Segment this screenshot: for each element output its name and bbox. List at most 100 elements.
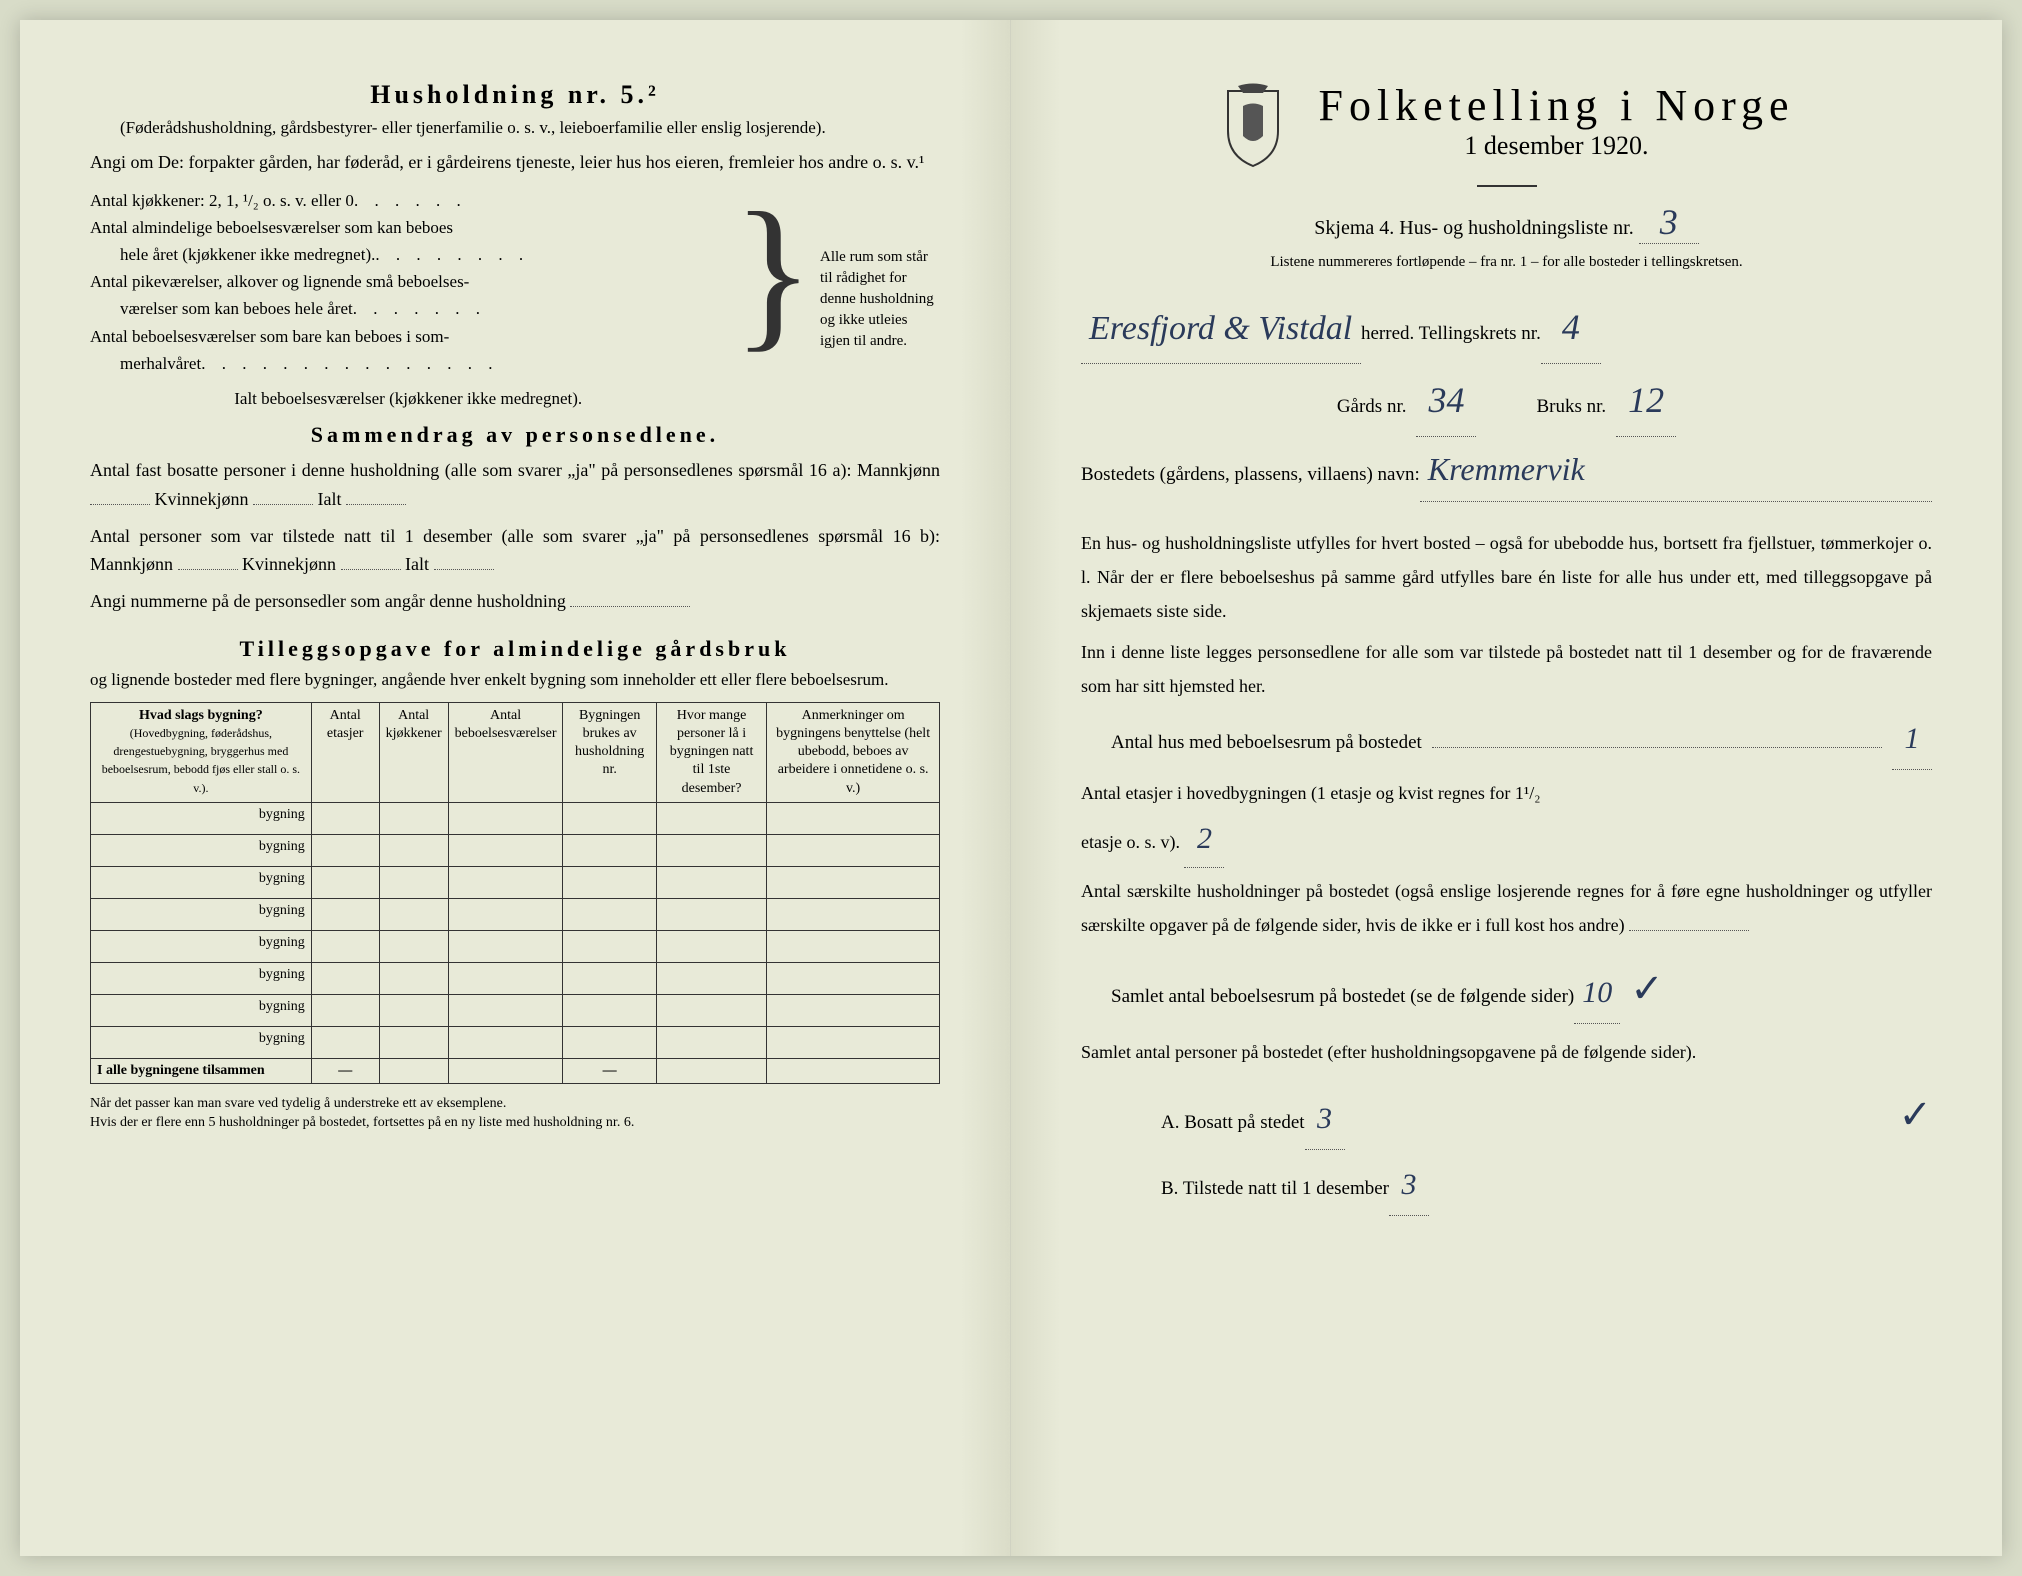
th6: Hvor mange personer lå i bygningen natt … bbox=[656, 702, 766, 802]
th2: Antal etasjer bbox=[311, 702, 379, 802]
q2-value: 2 bbox=[1184, 810, 1224, 868]
row-bygning: bygning bbox=[91, 962, 312, 994]
brace-l1: Antal kjøkkener: 2, 1, ¹/₂ o. s. v. elle… bbox=[90, 187, 354, 214]
sammen-p2: Antal personer som var tilstede natt til… bbox=[90, 526, 940, 575]
main-title: Folketelling i Norge bbox=[1318, 80, 1794, 131]
coat-of-arms-icon bbox=[1218, 81, 1288, 171]
left-footnote: Når det passer kan man svare ved tydelig… bbox=[90, 1094, 940, 1133]
dash: — bbox=[311, 1058, 379, 1083]
row-bygning: bygning bbox=[91, 1026, 312, 1058]
table-row: bygning bbox=[91, 1026, 940, 1058]
gards-line: Gårds nr. 34 Bruks nr. 12 bbox=[1081, 364, 1932, 437]
q2a: Antal etasjer i hovedbygningen (1 etasje… bbox=[1081, 783, 1541, 803]
brace-l2b: hele året (kjøkkener ikke medregnet). bbox=[120, 241, 375, 268]
hh5-subtitle: (Føderådshusholdning, gårdsbestyrer- ell… bbox=[120, 116, 940, 140]
listene-note: Listene nummereres fortløpende – fra nr.… bbox=[1081, 254, 1932, 271]
kvinne1: Kvinnekjønn bbox=[155, 489, 249, 509]
q2b: etasje o. s. v). bbox=[1081, 832, 1180, 852]
qB-value: 3 bbox=[1389, 1155, 1429, 1216]
qA-value: 3 bbox=[1305, 1089, 1345, 1150]
table-row: bygning bbox=[91, 802, 940, 834]
brace-l4b: merhalvåret bbox=[120, 350, 201, 377]
skjema-label: Skjema 4. Hus- og husholdningsliste nr. bbox=[1314, 217, 1633, 239]
dash: — bbox=[563, 1058, 656, 1083]
herred-label: herred. Tellingskrets nr. bbox=[1361, 315, 1541, 353]
liste-nr-value: 3 bbox=[1639, 201, 1699, 244]
row-bygning: bygning bbox=[91, 834, 312, 866]
row-bygning: bygning bbox=[91, 930, 312, 962]
bosted-value: Kremmervik bbox=[1420, 437, 1932, 502]
row-bygning: bygning bbox=[91, 994, 312, 1026]
table-header-row: Hvad slags bygning? (Hovedbygning, føder… bbox=[91, 702, 940, 802]
sammen-block: Antal fast bosatte personer i denne hush… bbox=[90, 456, 940, 514]
table-row: bygning bbox=[91, 994, 940, 1026]
brace-l5: Ialt beboelsesværelser (kjøkkener ikke m… bbox=[234, 385, 582, 412]
brace-l4a: Antal beboelsesværelser som bare kan beb… bbox=[90, 323, 449, 350]
brace-l2a: Antal almindelige beboelsesværelser som … bbox=[90, 214, 453, 241]
q1-label: Antal hus med beboelsesrum på bostedet bbox=[1111, 724, 1422, 762]
sammen-p1: Antal fast bosatte personer i denne hush… bbox=[90, 460, 940, 480]
q4-line: Samlet antal beboelsesrum på bostedet (s… bbox=[1111, 949, 1932, 1029]
th4: Antal beboelsesværelser bbox=[448, 702, 563, 802]
skjema-line: Skjema 4. Hus- og husholdningsliste nr. … bbox=[1081, 201, 1932, 244]
bosted-label: Bostedets (gårdens, plassens, villaens) … bbox=[1081, 456, 1420, 494]
ialt1: Ialt bbox=[318, 489, 342, 509]
table-row: bygning bbox=[91, 834, 940, 866]
right-p2: Inn i denne liste legges personsedlene f… bbox=[1081, 635, 1932, 703]
th5: Bygningen brukes av husholdning nr. bbox=[563, 702, 656, 802]
q2-block: Antal etasjer i hovedbygningen (1 etasje… bbox=[1081, 776, 1932, 868]
sammen-p3-line: Angi nummerne på de personsedler som ang… bbox=[90, 587, 940, 616]
title-block: Folketelling i Norge 1 desember 1920. bbox=[1081, 80, 1932, 171]
qA-label: A. Bosatt på stedet bbox=[1161, 1104, 1305, 1142]
bosted-line: Bostedets (gårdens, plassens, villaens) … bbox=[1081, 437, 1932, 502]
q3-text: Antal særskilte husholdninger på bostede… bbox=[1081, 881, 1932, 935]
bruks-nr-value: 12 bbox=[1616, 364, 1676, 437]
qB-line: B. Tilstede natt til 1 desember 3 bbox=[1161, 1155, 1932, 1216]
hh5-angi: Angi om De: forpakter gården, har føderå… bbox=[90, 148, 940, 177]
sammendrag-title: Sammendrag av personsedlene. bbox=[90, 422, 940, 448]
sammen-block2: Antal personer som var tilstede natt til… bbox=[90, 522, 940, 580]
table-row: bygning bbox=[91, 962, 940, 994]
checkmark-icon: ✓ bbox=[1898, 1075, 1932, 1155]
q1-line: Antal hus med beboelsesrum på bostedet 1 bbox=[1111, 709, 1932, 770]
herred-value: Eresfjord & Vistdal bbox=[1081, 295, 1361, 364]
th1: Hvad slags bygning? bbox=[139, 708, 263, 723]
table-row: bygning bbox=[91, 866, 940, 898]
divider bbox=[1477, 185, 1537, 187]
room-count-block: Antal kjøkkener: 2, 1, ¹/₂ o. s. v. elle… bbox=[90, 187, 940, 413]
gards-label: Gårds nr. bbox=[1337, 388, 1407, 426]
row-bygning: bygning bbox=[91, 898, 312, 930]
q1-value: 1 bbox=[1892, 709, 1932, 770]
brace-right-text: Alle rum som står til rådighet for denne… bbox=[820, 247, 940, 352]
table-footer-row: I alle bygningene tilsammen — — bbox=[91, 1058, 940, 1083]
q3-value bbox=[1629, 930, 1749, 931]
herred-line: Eresfjord & Vistdal herred. Tellingskret… bbox=[1081, 291, 1932, 364]
table-row: bygning bbox=[91, 930, 940, 962]
brace-icon: } bbox=[732, 187, 814, 413]
bygning-table: Hvad slags bygning? (Hovedbygning, føder… bbox=[90, 702, 940, 1084]
document-spread: Husholdning nr. 5.² (Føderådshusholdning… bbox=[20, 20, 2002, 1556]
q4-value: 10 bbox=[1574, 963, 1620, 1024]
bruks-label: Bruks nr. bbox=[1536, 388, 1606, 426]
sammen-p3: Angi nummerne på de personsedler som ang… bbox=[90, 591, 566, 611]
row-bygning: bygning bbox=[91, 802, 312, 834]
kvinne2: Kvinnekjønn bbox=[242, 554, 336, 574]
qB-label: B. Tilstede natt til 1 desember bbox=[1161, 1170, 1389, 1208]
tillegg-title: Tilleggsopgave for almindelige gårdsbruk bbox=[90, 636, 940, 662]
th1sub: (Hovedbygning, føderådshus, drengestueby… bbox=[102, 726, 300, 795]
brace-l3b: værelser som kan beboes hele året bbox=[120, 295, 353, 322]
right-p1: En hus- og husholdningsliste utfylles fo… bbox=[1081, 526, 1932, 629]
footer-label: I alle bygningene tilsammen bbox=[91, 1058, 312, 1083]
date-line: 1 desember 1920. bbox=[1318, 131, 1794, 161]
th7: Anmerkninger om bygningens benyttelse (h… bbox=[767, 702, 940, 802]
checkmark-icon: ✓ bbox=[1630, 949, 1664, 1029]
krets-nr-value: 4 bbox=[1541, 291, 1601, 364]
q3-block: Antal særskilte husholdninger på bostede… bbox=[1081, 874, 1932, 942]
right-page: Folketelling i Norge 1 desember 1920. Sk… bbox=[1011, 20, 2002, 1556]
gards-nr-value: 34 bbox=[1416, 364, 1476, 437]
th3: Antal kjøkkener bbox=[379, 702, 448, 802]
qA-line: A. Bosatt på stedet 3 ✓ bbox=[1161, 1075, 1932, 1155]
ialt2: Ialt bbox=[405, 554, 429, 574]
q5-text: Samlet antal personer på bostedet (efter… bbox=[1081, 1035, 1932, 1069]
q4-label: Samlet antal beboelsesrum på bostedet (s… bbox=[1111, 978, 1574, 1016]
